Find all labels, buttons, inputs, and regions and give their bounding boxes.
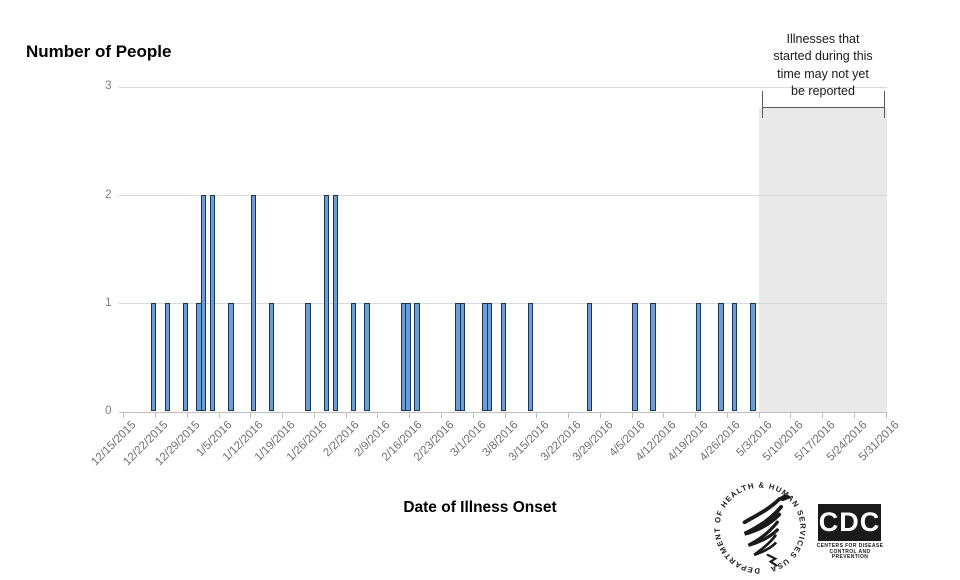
x-tick-mark: [282, 412, 284, 418]
bar-2-15-2016: [405, 303, 411, 412]
annotation-line: started during this: [773, 49, 873, 64]
bar-2-27-2016: [459, 303, 466, 412]
y-tick-label: 3: [105, 80, 112, 93]
x-tick-mark: [885, 412, 887, 418]
x-tick-mark: [472, 412, 474, 418]
y-tick-label: 2: [105, 188, 112, 201]
bar-3-26-2016: [586, 303, 593, 412]
chart-title: Number of People: [26, 42, 172, 61]
bracket-line: [761, 106, 885, 108]
bar-1-24-2016: [305, 303, 311, 412]
bar-1-1-2016: [201, 195, 207, 412]
cdc-acronym-text: CDC: [818, 507, 881, 537]
bracket-left-cap: [761, 90, 763, 118]
x-tick-mark: [155, 412, 157, 418]
bar-1-30-2016: [332, 195, 338, 412]
bar-2-6-2016: [364, 303, 370, 412]
bar-4-19-2016: [695, 303, 702, 412]
annotation-line: be reported: [791, 84, 855, 99]
x-tick-mark: [568, 412, 570, 418]
bar-4-24-2016: [718, 303, 724, 412]
x-tick-mark: [218, 412, 220, 418]
hhs-logo: DEPARTMENT OF HEALTH & HUMAN SERVICES US…: [713, 481, 807, 576]
bar-4-5-2016: [632, 303, 638, 412]
bar-1-3-2016: [210, 195, 216, 412]
bar-12-24-2015: [164, 303, 171, 412]
x-tick-mark: [345, 412, 347, 418]
cdc-subtitle: CENTERS FOR DISEASE CONTROL AND PREVENTI…: [816, 543, 884, 560]
bar-1-7-2016: [228, 303, 234, 412]
not-yet-reported-annotation: Illnesses that started during this time …: [753, 31, 893, 101]
bar-3-4-2016: [486, 303, 493, 412]
annotation-line: Illnesses that: [786, 32, 860, 46]
bar-1-16-2016: [269, 303, 275, 412]
x-tick-mark: [726, 412, 728, 418]
x-tick-mark: [250, 412, 252, 418]
bar-1-12-2016: [250, 195, 257, 412]
bar-1-28-2016: [323, 195, 329, 412]
y-tick-label: 1: [105, 296, 112, 309]
bar-2-17-2016: [414, 303, 420, 412]
x-tick-mark: [663, 412, 665, 418]
bar-4-27-2016: [732, 303, 738, 412]
bar-4-9-2016: [650, 303, 656, 412]
bar-3-7-2016: [500, 303, 506, 412]
x-tick-mark: [822, 412, 824, 418]
x-tick-mark: [377, 412, 379, 418]
x-tick-mark: [504, 412, 506, 418]
x-tick-mark: [186, 412, 188, 418]
cdc-logo: CDC: [818, 504, 881, 541]
x-tick-mark: [441, 412, 442, 418]
x-tick-mark: [599, 412, 601, 418]
bar-5-1-2016: [750, 303, 756, 412]
bar-3-13-2016: [527, 303, 534, 412]
x-tick-mark: [790, 412, 792, 418]
x-tick-mark: [313, 412, 315, 418]
x-tick-mark: [631, 412, 633, 418]
bracket-right-cap: [883, 90, 885, 118]
bar-12-21-2015: [151, 303, 157, 412]
x-tick-mark: [123, 412, 125, 418]
x-tick-mark: [695, 412, 697, 418]
y-tick-label: 0: [105, 405, 112, 417]
x-tick-mark: [854, 412, 855, 418]
annotation-line: time may not yet: [777, 66, 869, 81]
gridline-y3: [118, 86, 887, 88]
x-tick-mark: [758, 412, 760, 418]
x-axis-title: Date of Illness Onset: [403, 499, 557, 516]
gridline-y2: [118, 195, 887, 197]
x-tick-mark: [536, 412, 538, 418]
x-axis-line: [118, 411, 887, 413]
x-tick-mark: [409, 412, 411, 418]
bar-12-28-2015: [182, 303, 189, 412]
bar-2-3-2016: [350, 303, 357, 412]
not-yet-reported-shaded-region: [759, 108, 887, 412]
